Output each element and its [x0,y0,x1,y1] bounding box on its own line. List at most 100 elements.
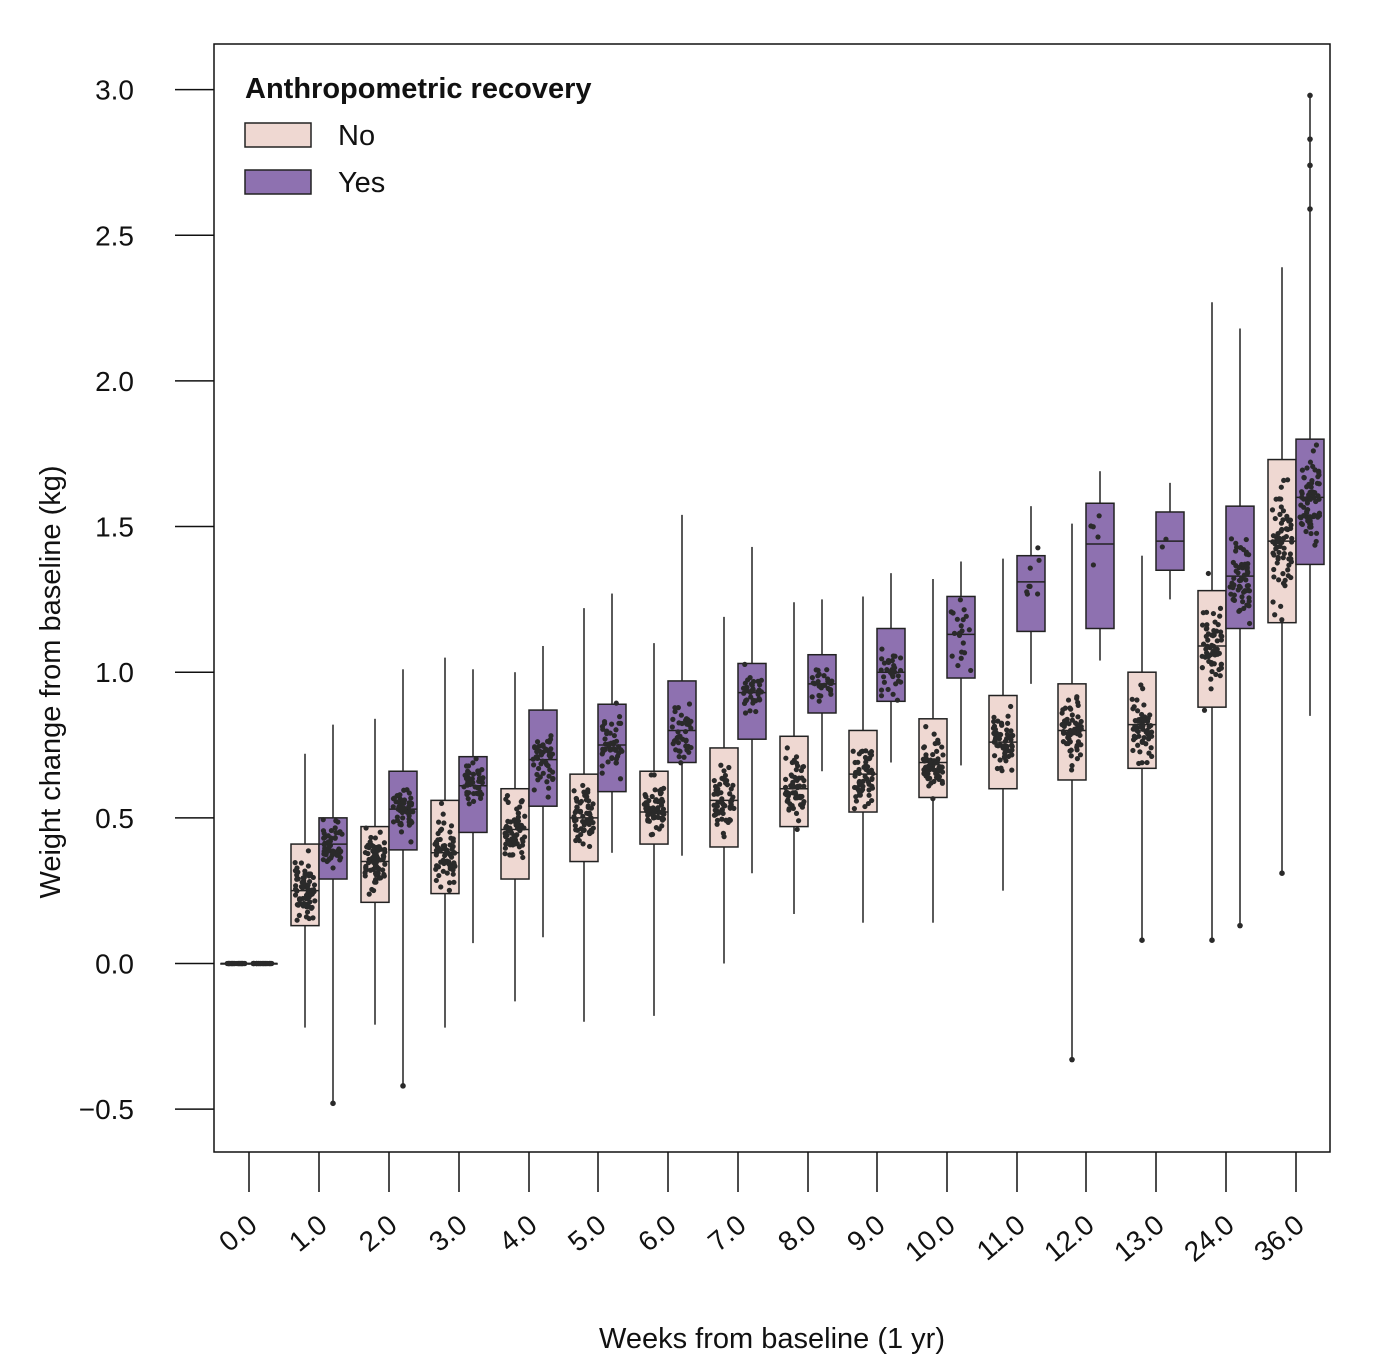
data-point [1316,468,1322,474]
data-point [406,790,412,796]
outlier-point [1279,870,1285,876]
data-point [1135,708,1141,714]
data-point [1027,583,1033,589]
data-point [433,852,439,858]
data-point [531,787,537,793]
data-point [231,960,237,967]
data-point [1159,544,1165,550]
data-point [617,776,624,782]
data-point [332,825,338,831]
data-point [1209,642,1215,648]
data-point [599,763,605,769]
data-point [320,817,326,823]
data-point [1239,594,1245,600]
data-point [1272,612,1278,618]
data-point [652,814,659,820]
data-point [1307,496,1314,502]
data-point [672,708,678,715]
data-point [440,868,446,874]
data-point [1148,745,1154,751]
data-point [398,829,405,835]
data-point [363,825,369,831]
data-point [577,808,584,814]
data-point [326,843,332,849]
data-point [452,863,458,869]
data-point [799,793,805,800]
data-point [1243,577,1249,583]
data-point [714,810,720,816]
data-point [466,801,472,807]
data-point [921,745,927,751]
data-point [436,819,442,825]
data-point [783,784,789,790]
data-point [1002,749,1008,755]
box-yes-24.0 [1225,328,1255,926]
data-point [1209,668,1215,675]
data-point [521,834,528,840]
data-point [1308,480,1315,486]
data-point [1233,548,1239,554]
data-point [742,710,749,716]
legend-swatch-no [244,122,312,148]
data-point [818,693,824,699]
data-point [931,778,937,785]
data-point [966,627,972,633]
data-point [649,831,656,838]
data-point [643,794,649,800]
y-axis-title: Weight change from baseline (kg) [35,465,67,898]
data-point [436,872,442,879]
data-point [475,768,481,774]
data-point [1139,760,1145,766]
data-point [292,892,299,898]
data-point [957,597,963,603]
data-point [723,817,729,823]
data-point [711,791,717,797]
data-point [991,718,997,725]
data-point [443,847,449,853]
data-point [881,679,888,685]
data-point [660,809,666,815]
data-point [1240,599,1246,605]
data-point [535,777,541,783]
data-point [961,650,968,656]
data-point [534,771,540,778]
data-point [793,810,800,816]
data-point [998,765,1004,771]
x-tick-label: 2.0 [353,1209,403,1258]
data-point [448,823,455,829]
data-point [578,826,584,832]
data-point [866,792,872,798]
data-point [397,796,403,802]
data-point [894,697,901,703]
data-point [514,806,520,812]
data-point [532,744,538,750]
data-point [588,817,594,823]
data-point [326,856,332,862]
outlier-point [1209,937,1215,943]
data-point [1270,533,1277,539]
data-point [675,740,682,746]
data-point [1140,726,1146,732]
box-no-12.0 [1057,523,1087,1060]
data-point [675,734,681,740]
outlier-point [1069,1056,1075,1063]
data-point [516,844,522,850]
data-point [397,802,403,808]
data-point [783,776,789,782]
data-point [533,754,539,760]
data-point [1228,536,1235,542]
data-point [1145,731,1151,737]
data-point [519,849,525,856]
data-point [574,804,580,810]
data-point [465,796,471,802]
data-point [865,800,871,807]
box-yes-1.0 [318,724,348,1104]
data-point [367,867,374,873]
data-point [857,792,863,798]
data-point [1275,539,1281,545]
data-point [611,732,617,739]
data-point [1139,711,1145,718]
data-point [433,839,439,845]
data-point [1144,759,1150,766]
